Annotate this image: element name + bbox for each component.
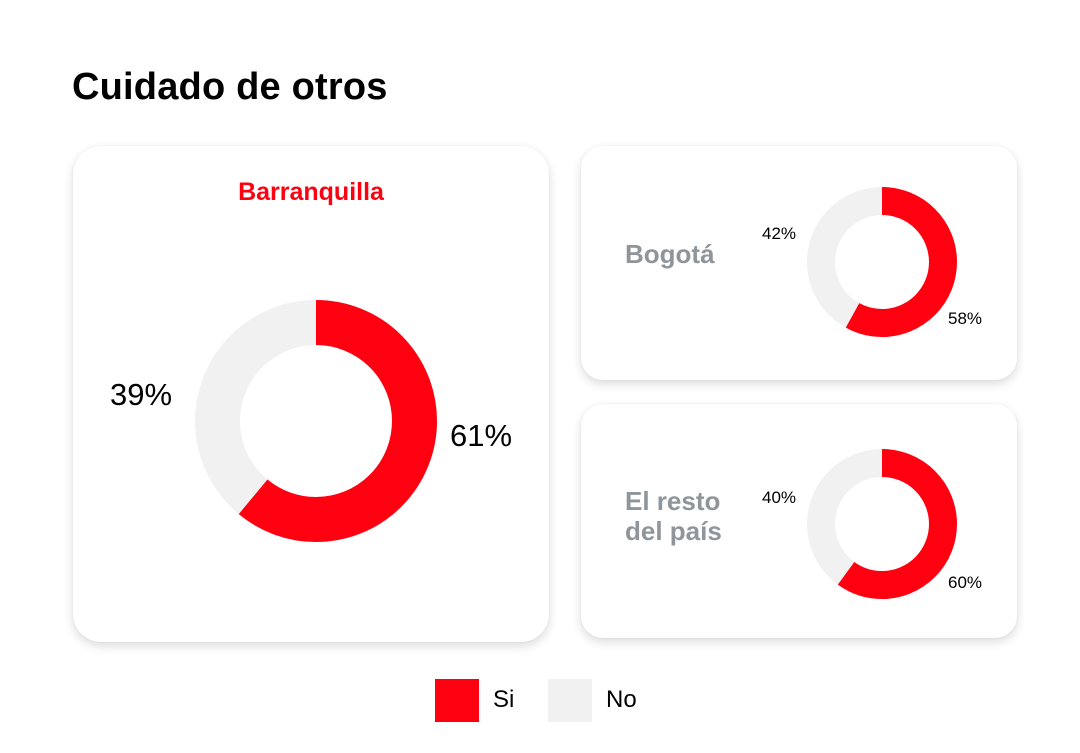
city-title-barranquilla: Barranquilla xyxy=(238,178,384,206)
card-resto-del-pais: El resto del país xyxy=(581,404,1017,638)
pct-si-resto: 60% xyxy=(948,573,983,592)
city-title-bogota: Bogotá xyxy=(625,239,715,269)
pct-no-barranquilla: 39% xyxy=(110,377,173,412)
legend-swatch-si xyxy=(435,679,479,722)
pct-no-resto: 40% xyxy=(762,488,797,507)
city-title-resto-line2: del país xyxy=(625,516,722,546)
legend-swatch-no xyxy=(548,679,592,722)
page-title: Cuidado de otros xyxy=(72,66,388,108)
pct-si-bogota: 58% xyxy=(948,309,983,328)
pct-si-barranquilla: 61% xyxy=(450,418,513,453)
legend-label-no: No xyxy=(606,686,637,713)
legend-label-si: Si xyxy=(493,686,515,713)
donut-bogota xyxy=(807,187,957,337)
card-barranquilla: Barranquilla xyxy=(73,146,549,642)
donut-resto-del-pais xyxy=(807,449,957,599)
city-title-resto-line1: El resto xyxy=(625,486,721,516)
pct-no-bogota: 42% xyxy=(762,224,797,243)
donut-barranquilla xyxy=(195,300,437,542)
